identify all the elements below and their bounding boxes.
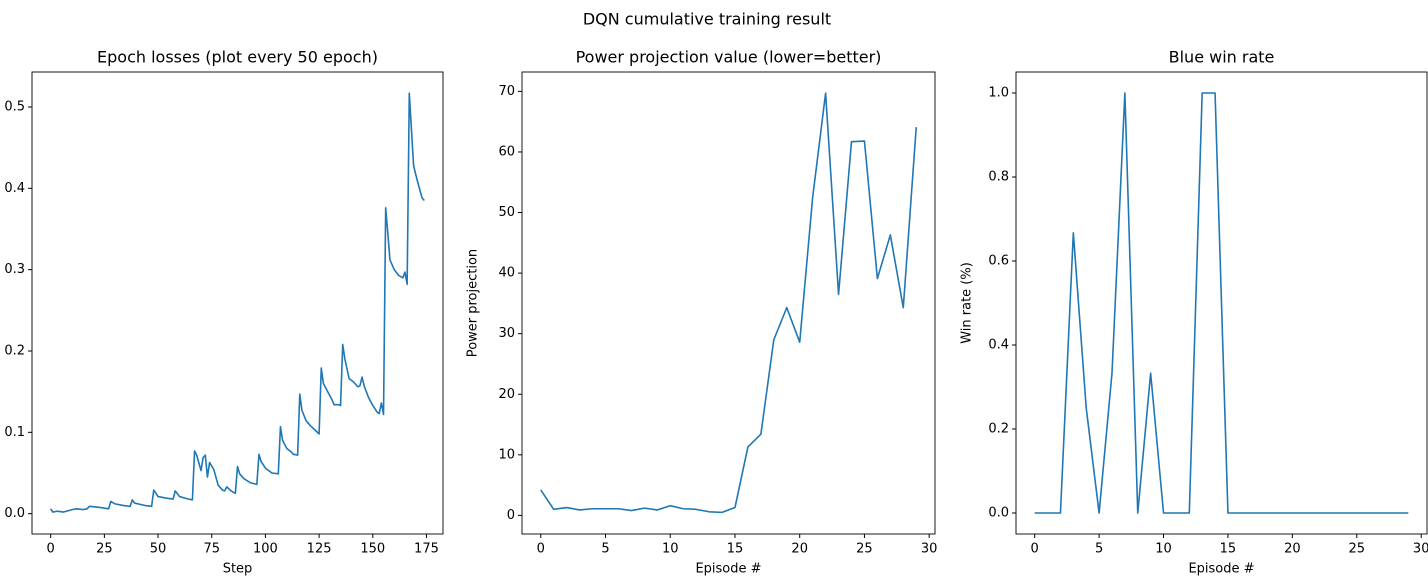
- x-axis-label: Episode #: [1188, 562, 1254, 577]
- y-tick-label: 10: [498, 447, 515, 462]
- x-tick-label: 0: [47, 542, 55, 557]
- y-tick-label: 0.8: [988, 170, 1009, 185]
- y-tick-label: 0.5: [4, 99, 25, 114]
- y-tick-label: 0.0: [4, 506, 25, 521]
- y-axis-label: Power projection: [466, 249, 481, 357]
- y-tick-label: 1.0: [988, 86, 1009, 101]
- x-tick-label: 5: [601, 542, 609, 557]
- y-tick-label: 50: [498, 205, 515, 220]
- axes-frame: [521, 71, 936, 535]
- y-tick-label: 60: [498, 144, 515, 159]
- x-tick-label: 20: [1284, 542, 1301, 557]
- axes-frame: [31, 71, 444, 535]
- x-axis-label: Step: [223, 562, 253, 577]
- subplot-title: Blue win rate: [1169, 48, 1275, 67]
- x-tick-label: 30: [921, 542, 938, 557]
- x-tick-label: 175: [414, 542, 439, 557]
- x-tick-label: 150: [360, 542, 385, 557]
- data-line: [540, 92, 918, 514]
- y-tick-label: 0.3: [4, 262, 25, 277]
- y-tick-label: 0.2: [988, 422, 1009, 437]
- y-tick-label: 0.4: [988, 338, 1009, 353]
- y-tick-label: 0.0: [988, 506, 1009, 521]
- x-tick-label: 25: [856, 542, 873, 557]
- x-tick-label: 25: [1349, 542, 1366, 557]
- y-tick-label: 0.1: [4, 425, 25, 440]
- x-tick-label: 10: [662, 542, 679, 557]
- x-tick-label: 20: [791, 542, 808, 557]
- x-tick-label: 75: [203, 542, 220, 557]
- y-tick-label: 70: [498, 84, 515, 99]
- data-line: [50, 92, 425, 513]
- x-tick-label: 25: [96, 542, 113, 557]
- x-tick-label: 15: [727, 542, 744, 557]
- y-axis-label: Win rate (%): [960, 262, 975, 344]
- y-tick-label: 30: [498, 326, 515, 341]
- x-tick-label: 10: [1155, 542, 1172, 557]
- y-tick-label: 0.2: [4, 343, 25, 358]
- x-tick-label: 0: [537, 542, 545, 557]
- subplot-title: Power projection value (lower=better): [576, 48, 882, 67]
- figure-title: DQN cumulative training result: [583, 10, 831, 29]
- data-line: [1034, 92, 1409, 514]
- x-tick-label: 50: [150, 542, 167, 557]
- y-tick-label: 40: [498, 266, 515, 281]
- x-tick-label: 0: [1031, 542, 1039, 557]
- y-tick-label: 0.6: [988, 254, 1009, 269]
- x-tick-label: 125: [307, 542, 332, 557]
- y-tick-label: 20: [498, 387, 515, 402]
- x-tick-label: 5: [1095, 542, 1103, 557]
- axes-frame: [1015, 71, 1428, 535]
- y-tick-label: 0.4: [4, 181, 25, 196]
- x-axis-label: Episode #: [695, 562, 761, 577]
- x-tick-label: 15: [1220, 542, 1237, 557]
- x-tick-label: 30: [1413, 542, 1428, 557]
- subplot-title: Epoch losses (plot every 50 epoch): [97, 48, 378, 67]
- x-tick-label: 100: [253, 542, 278, 557]
- y-tick-label: 0: [507, 508, 515, 523]
